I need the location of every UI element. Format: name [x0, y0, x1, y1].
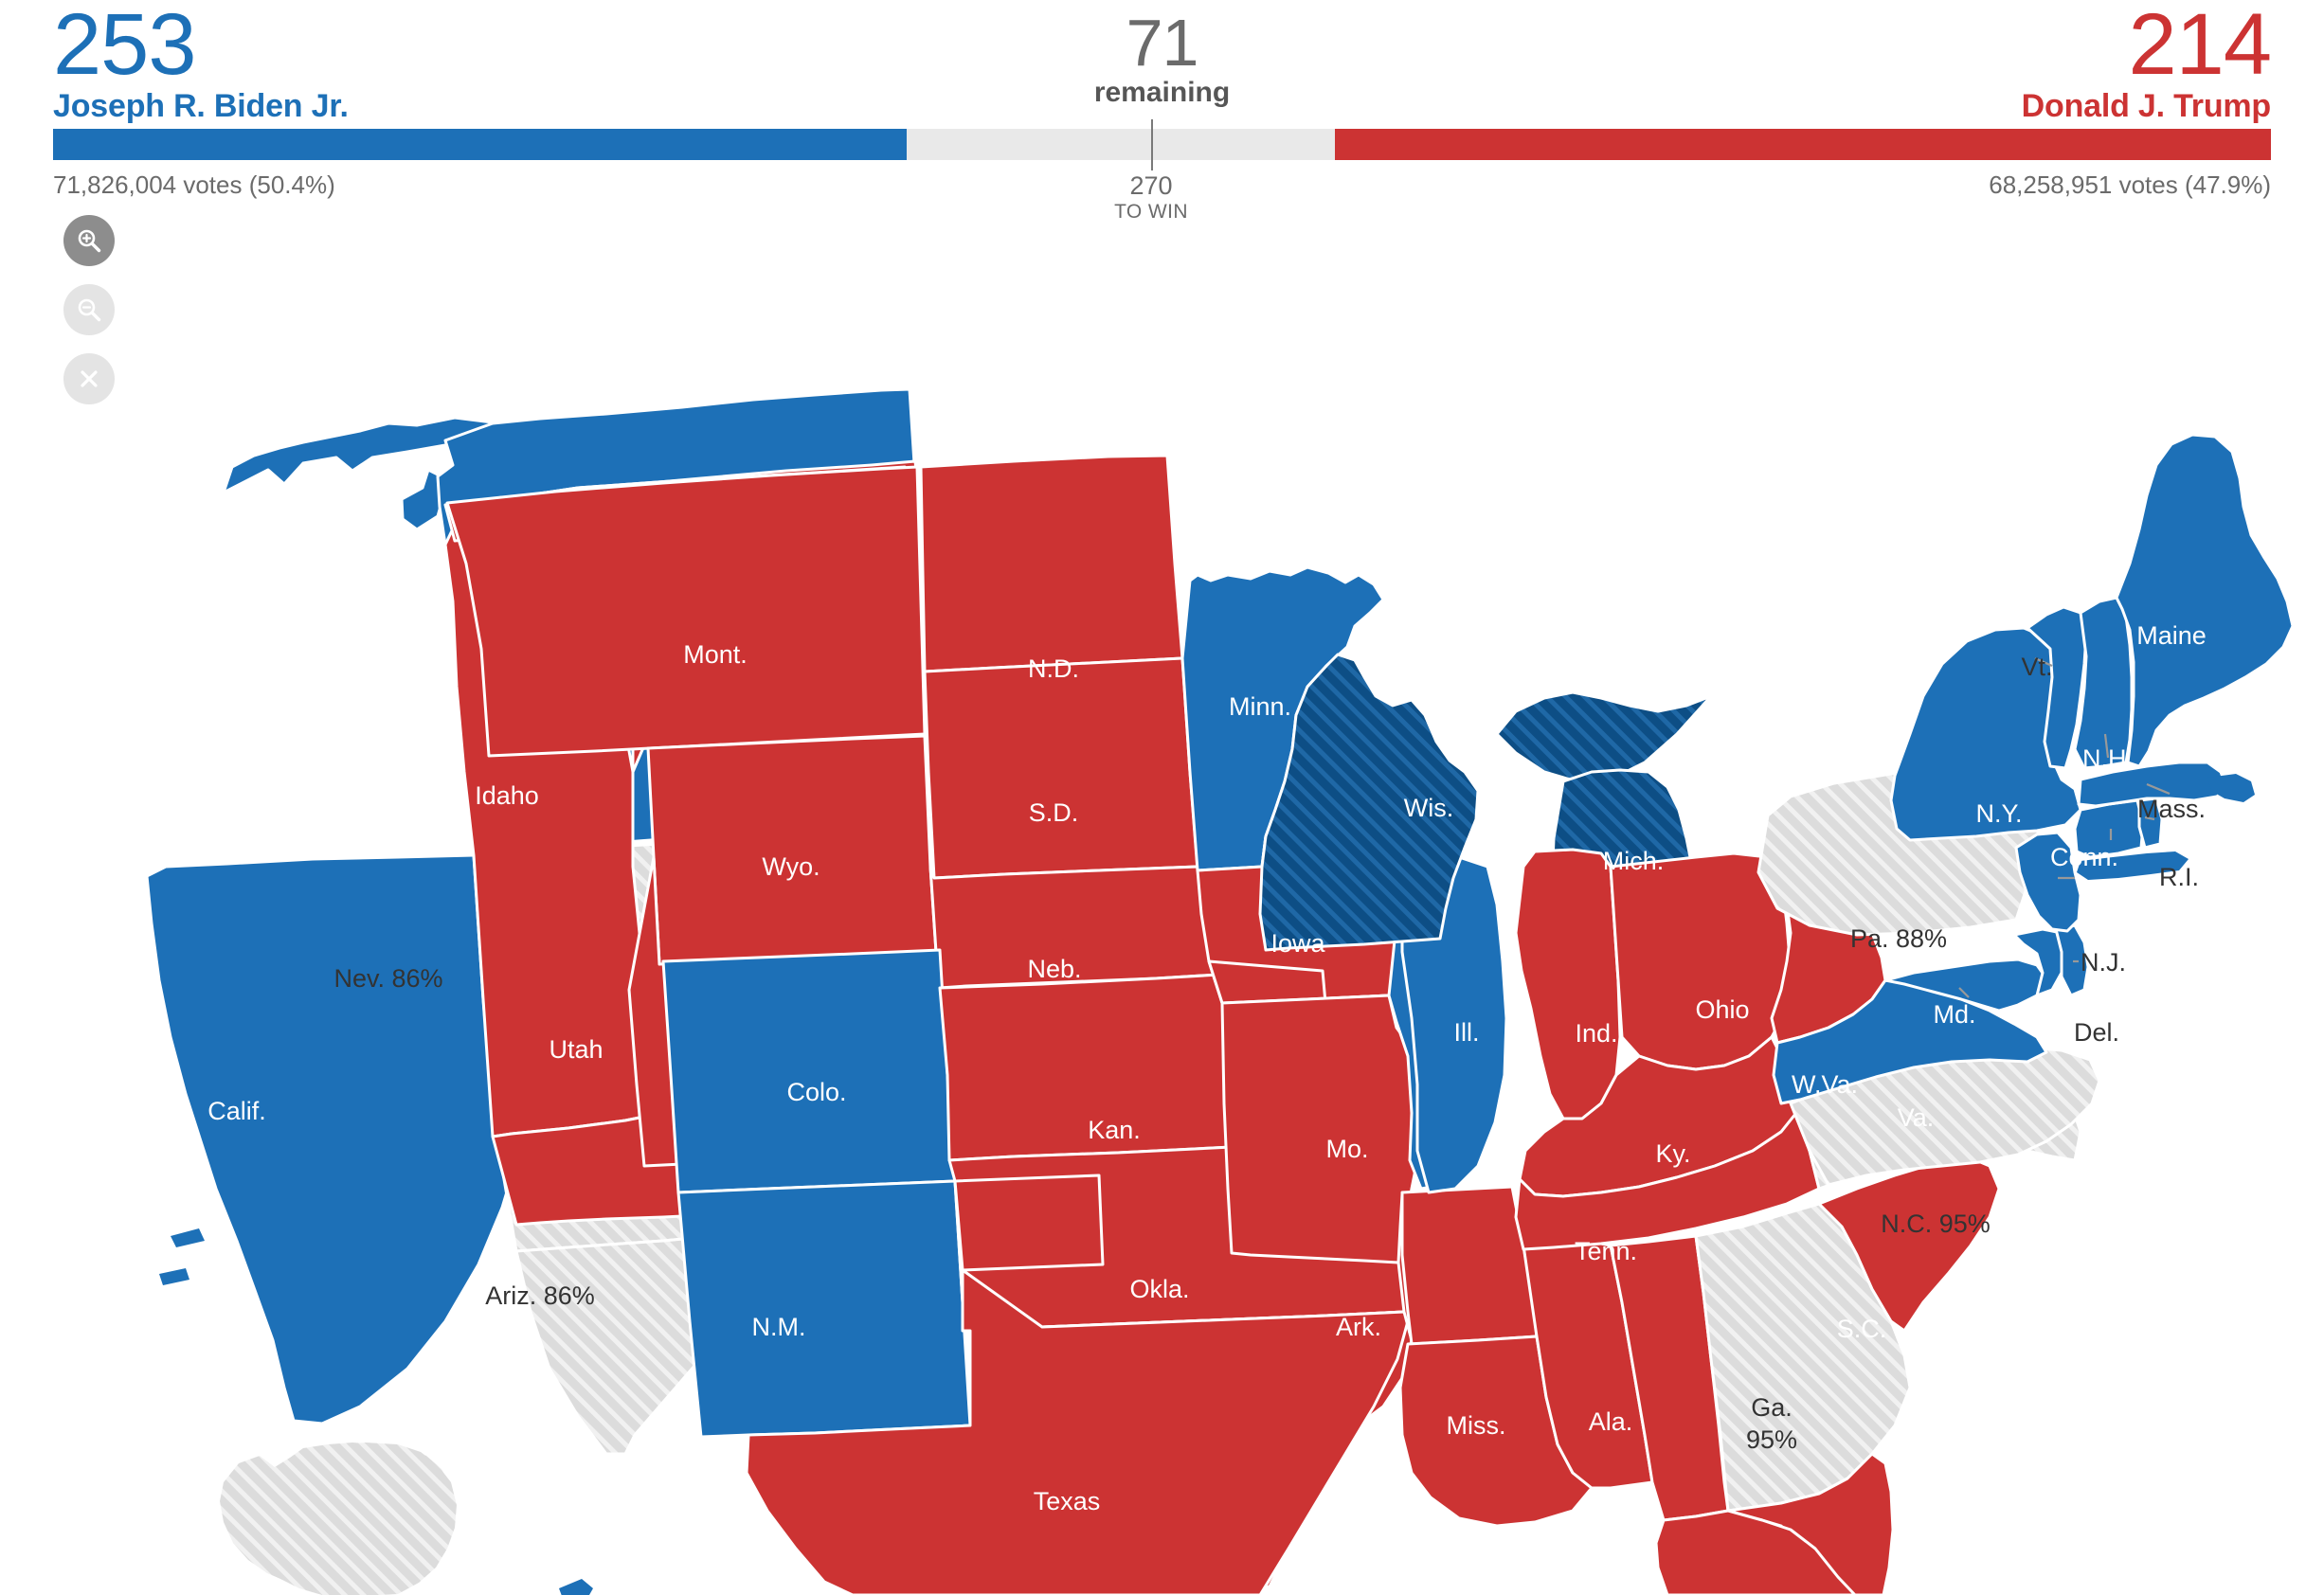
state-label-wa: Wash.: [324, 547, 396, 576]
leader-line-vt: [2034, 656, 2053, 668]
remaining-summary: 71 remaining: [0, 0, 2324, 109]
state-CO[interactable]: [661, 948, 957, 1194]
state-CA-islands: [159, 1228, 205, 1285]
biden-name: Joseph R. Biden Jr.: [53, 88, 349, 125]
state-SD[interactable]: [923, 656, 1199, 880]
trump-name: Donald J. Trump: [2021, 88, 2272, 125]
biden-popular-votes: 71,826,004 votes (50.4%): [53, 170, 335, 199]
state-WY[interactable]: [646, 734, 938, 966]
magnifier-plus-icon: [75, 226, 103, 255]
state-OK-panhandle[interactable]: [953, 1174, 1105, 1272]
state-NM[interactable]: [676, 1179, 972, 1439]
map-zoom-controls: [63, 215, 115, 404]
reset-map-button[interactable]: [63, 353, 115, 404]
electoral-progress-bar: [53, 129, 2271, 160]
state-MI[interactable]: [1495, 690, 1713, 783]
state-VA[interactable]: [1772, 978, 2048, 1105]
us-electoral-map[interactable]: Wash.Ore.Calif.Nev. 86%Ariz. 86%IdahoMon…: [0, 204, 2324, 1595]
state-NH[interactable]: [2073, 596, 2134, 770]
state-MO-poly[interactable]: [1220, 994, 1431, 1264]
trump-electoral-votes: 214: [2128, 0, 2273, 93]
state-NJ[interactable]: [2014, 831, 2082, 933]
state-IN[interactable]: [1514, 848, 1622, 1120]
close-icon: [75, 365, 103, 393]
state-RI[interactable]: [2137, 797, 2164, 850]
state-CT[interactable]: [2073, 798, 2145, 859]
trump-bar-segment: [1335, 129, 2271, 160]
state-FL-pan[interactable]: [1654, 1509, 1857, 1595]
zoom-in-button[interactable]: [63, 215, 115, 266]
270-threshold-tick: [1151, 119, 1153, 170]
trump-summary: 214 Donald J. Trump: [2021, 0, 2273, 125]
state-VT[interactable]: [2026, 605, 2088, 770]
electoral-tally-header: 253 Joseph R. Biden Jr. 71 remaining 214…: [0, 0, 2324, 223]
state-IL-poly[interactable]: [1400, 855, 1508, 1194]
map-container[interactable]: Wash. Ore. Calif. Nev. 86% Ariz. 86% Idaho Mon…: [0, 204, 2324, 1595]
biden-summary: 253 Joseph R. Biden Jr.: [53, 0, 349, 125]
state-DE[interactable]: [2054, 923, 2090, 997]
leader-line-md: [1958, 987, 1970, 998]
state-MA[interactable]: [2077, 761, 2228, 808]
trump-popular-votes: 68,258,951 votes (47.9%): [1989, 170, 2271, 199]
leader-line-ma: [2146, 782, 2171, 796]
biden-bar-segment: [53, 129, 908, 160]
state-OH[interactable]: [1609, 851, 1793, 1071]
magnifier-minus-icon: [75, 296, 103, 324]
state-HI: [559, 1579, 593, 1595]
state-AK-shape: [220, 1443, 455, 1590]
state-label-or: Ore.: [269, 720, 319, 748]
state-ND[interactable]: [919, 454, 1184, 673]
biden-electoral-votes: 253: [53, 0, 196, 93]
to-win-label: TO WIN: [1114, 200, 1188, 223]
leader-line-ri: [2144, 815, 2155, 821]
state-NY-li: [2077, 851, 2189, 880]
state-WI[interactable]: [1258, 653, 1480, 952]
state-label-la: La.: [1341, 1496, 1377, 1525]
to-win-marker: 270 TO WIN: [1114, 171, 1188, 224]
state-MA-cape: [2207, 774, 2255, 802]
state-MT-poly[interactable]: [445, 465, 927, 758]
state-TX-shape[interactable]: [745, 1268, 1410, 1595]
remaining-label: remaining: [1093, 76, 1231, 108]
state-ME[interactable]: [2115, 433, 2295, 768]
leader-line-nh: [2103, 733, 2110, 759]
to-win-number: 270: [1129, 171, 1173, 200]
remaining-count: 71: [1126, 6, 1199, 80]
zoom-out-button[interactable]: [63, 284, 115, 335]
state-label-de: Del.: [2074, 1018, 2119, 1047]
